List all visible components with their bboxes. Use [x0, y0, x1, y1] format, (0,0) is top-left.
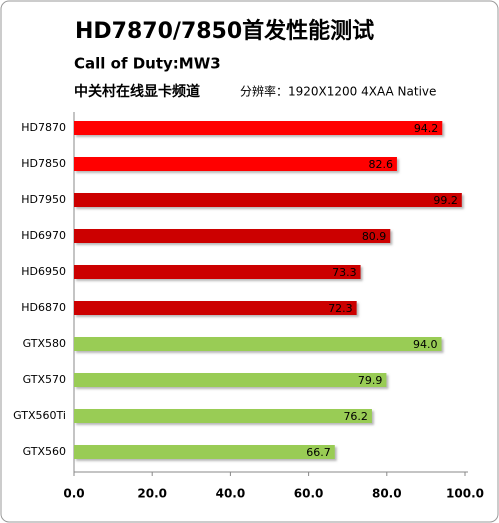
y-tick-label: GTX570 [23, 373, 66, 386]
y-tick-label: HD7870 [21, 121, 66, 134]
x-tick-label: 0.0 [63, 487, 84, 501]
y-tick-label: HD6970 [21, 229, 66, 242]
value-label: 72.3 [328, 302, 353, 315]
x-tick-label: 20.0 [137, 487, 167, 501]
x-tick-label: 40.0 [216, 487, 246, 501]
value-label: 94.2 [414, 122, 439, 135]
bar [74, 229, 391, 243]
x-tick-label: 100.0 [446, 487, 484, 501]
bar [74, 301, 357, 315]
value-label: 80.9 [362, 230, 387, 243]
y-tick-label: HD7950 [21, 193, 66, 206]
value-label: 79.9 [358, 374, 383, 387]
value-label: 66.7 [306, 446, 331, 459]
y-tick-label: HD6950 [21, 265, 66, 278]
chart-title: HD7870/7850首发性能测试 [75, 18, 374, 44]
settings: 分辨率：1920X1200 4XAA Native [240, 84, 436, 99]
bar [74, 193, 462, 207]
source: 中关村在线显卡频道 [74, 83, 200, 100]
y-tick-label: HD6870 [21, 301, 66, 314]
value-label: 94.0 [413, 338, 438, 351]
x-tick-label: 60.0 [294, 487, 324, 501]
value-label: 76.2 [343, 410, 368, 423]
y-tick-label: GTX560 [23, 445, 66, 458]
value-label: 73.3 [332, 266, 357, 279]
y-tick-label: GTX580 [23, 337, 66, 350]
y-tick-label: HD7850 [21, 157, 66, 170]
bar [74, 337, 442, 351]
subtitle: Call of Duty:MW3 [74, 55, 221, 73]
value-label: 82.6 [368, 158, 393, 171]
value-label: 99.2 [433, 194, 458, 207]
y-tick-label: GTX560Ti [13, 409, 66, 422]
bar [74, 157, 397, 171]
bar [74, 373, 387, 387]
bar [74, 409, 372, 423]
x-tick-label: 80.0 [372, 487, 402, 501]
bar [74, 445, 335, 459]
bar [74, 121, 443, 135]
bar [74, 265, 361, 279]
